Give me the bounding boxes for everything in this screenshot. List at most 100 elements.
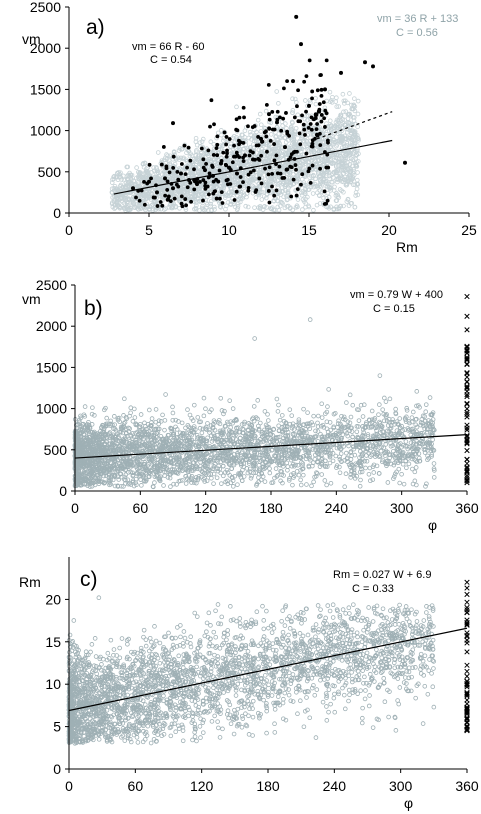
scatter-point (311, 413, 316, 419)
black-data-point (313, 113, 318, 118)
black-data-point (256, 157, 261, 161)
black-data-point (282, 86, 286, 91)
black-data-point (294, 193, 299, 198)
black-data-point (209, 98, 214, 103)
black-data-point (253, 190, 258, 194)
black-data-point (403, 160, 407, 165)
black-data-point (319, 93, 324, 98)
black-data-point (306, 126, 311, 130)
scatter-point (255, 398, 261, 403)
black-data-point (241, 105, 246, 110)
black-data-point (266, 82, 271, 87)
scatter-point (327, 118, 333, 124)
black-data-point (217, 168, 222, 173)
black-data-point (270, 184, 274, 189)
scatter-point (284, 126, 289, 131)
scatter-point (170, 404, 175, 410)
x-tick-label: 10 (221, 222, 237, 238)
black-data-point (298, 142, 303, 147)
black-data-point (274, 188, 279, 193)
scatter-point (257, 111, 263, 117)
scatter-point (326, 194, 332, 200)
black-data-point (304, 74, 309, 79)
black-data-point (315, 88, 320, 93)
black-data-point (300, 172, 305, 177)
black-data-point (293, 163, 298, 167)
scatter-point (350, 174, 356, 180)
black-data-point (243, 153, 247, 158)
black-data-point (267, 112, 271, 117)
y-tick-label: 1000 (30, 123, 61, 139)
scatter-point (104, 415, 110, 421)
scatter-point (307, 98, 313, 103)
black-data-point (284, 111, 288, 115)
panel-a-label: a) (86, 16, 105, 39)
scatter-point (354, 177, 360, 183)
black-data-point (203, 168, 207, 173)
black-data-point (317, 109, 321, 114)
x-tick-label: 25 (461, 222, 477, 238)
scatter-point (313, 101, 319, 107)
black-data-point (325, 198, 330, 203)
black-data-point (201, 198, 205, 203)
black-data-point (142, 202, 147, 207)
scatter-point (343, 109, 349, 114)
black-data-point (195, 182, 199, 187)
scatter-point (334, 104, 340, 109)
scatter-point (218, 128, 224, 133)
black-data-point (206, 192, 211, 197)
scatter-point (336, 104, 341, 109)
scatter-point (311, 479, 316, 485)
scatter-point (305, 410, 310, 415)
scatter-point (287, 407, 293, 412)
scatter-point (348, 414, 354, 420)
black-data-point (296, 88, 300, 93)
x-tick-label: 5 (145, 222, 153, 238)
black-data-point (324, 58, 329, 63)
scatter-point (364, 458, 370, 464)
black-data-point (216, 179, 221, 184)
black-data-point (257, 176, 262, 181)
black-data-point (215, 142, 220, 147)
scatter-point (299, 192, 305, 198)
x-tick-label: 0 (65, 222, 73, 238)
scatter-point (336, 131, 341, 137)
black-data-point (266, 189, 271, 193)
scatter-point (149, 416, 155, 421)
scatter-point (342, 101, 347, 106)
black-data-point (295, 187, 300, 192)
black-data-point (159, 162, 164, 167)
panel-a-annotation-4: C = 0.56 (396, 27, 438, 39)
scatter-point (350, 176, 355, 182)
scatter-point (328, 480, 334, 486)
black-data-point (214, 196, 219, 201)
scatter-point (409, 415, 415, 420)
scatter-point (219, 481, 224, 486)
scatter-point (352, 96, 357, 101)
panel-b-scatter (72, 293, 470, 490)
y-tick-label: 1500 (30, 81, 61, 97)
scatter-point (221, 138, 226, 143)
black-data-point (303, 133, 307, 137)
black-data-point (283, 145, 287, 150)
black-data-point (275, 109, 280, 114)
scatter-point (313, 96, 318, 101)
black-data-point (232, 198, 237, 202)
scatter-point (380, 407, 385, 412)
black-data-point (206, 148, 211, 153)
black-data-point (225, 182, 230, 187)
black-data-point (266, 172, 271, 177)
black-data-point (252, 168, 256, 173)
black-data-point (174, 182, 179, 187)
black-data-point (285, 129, 290, 134)
black-data-point (251, 157, 255, 162)
black-data-point (323, 125, 327, 129)
black-data-point (230, 160, 235, 165)
black-data-point (318, 166, 322, 171)
scatter-point (342, 484, 347, 490)
black-data-point (310, 96, 314, 101)
scatter-point (403, 439, 409, 444)
scatter-point (276, 101, 281, 106)
black-data-point (214, 146, 219, 151)
